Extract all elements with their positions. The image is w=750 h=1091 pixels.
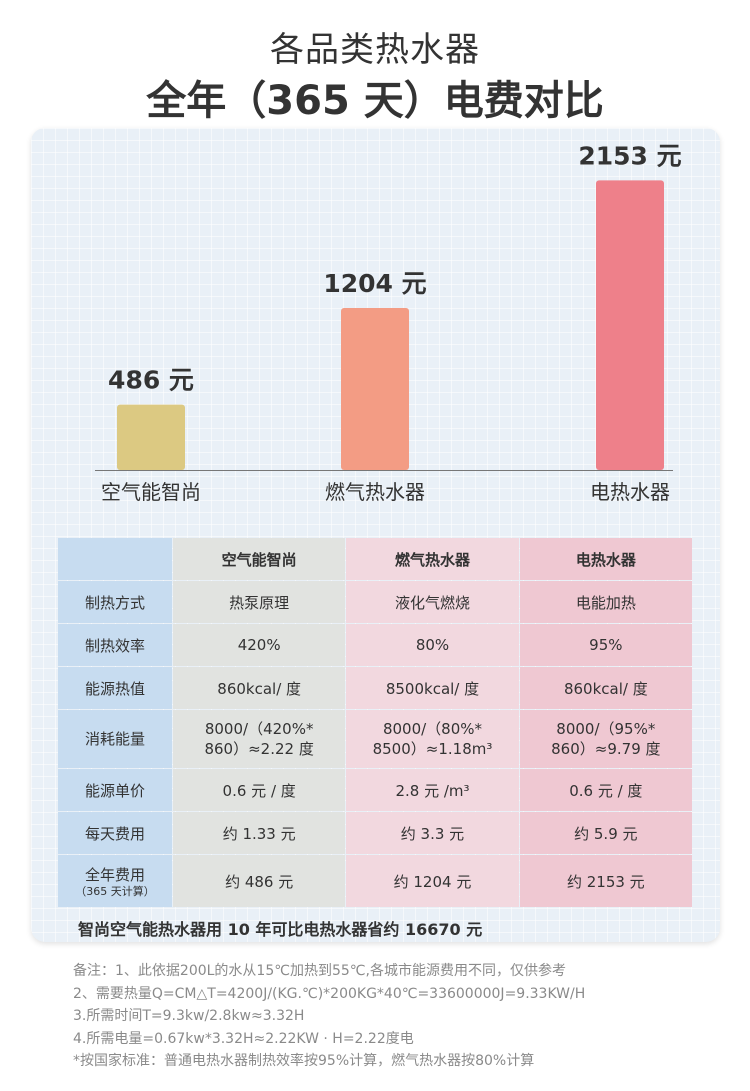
- cell-line: 8500）≈1.18m³: [372, 740, 493, 758]
- table-cell: 95%: [519, 624, 692, 666]
- cell-line: 8000/（80%*: [382, 720, 483, 738]
- cell-line: 8000/（420%*: [204, 720, 314, 738]
- page-title: 各品类热水器: [270, 30, 480, 70]
- footnotes: 备注：1、此依据200L的水从15℃加热到55℃,各城市能源费用不同，仅供参考 …: [73, 960, 585, 1073]
- bar-value-label: 2153 元: [578, 141, 681, 170]
- savings-summary: 智尚空气能热水器用 10 年可比电热水器省约 16670 元: [78, 920, 483, 939]
- header-gas-heater: 燃气热水器: [346, 538, 519, 580]
- table-row: 全年费用 （365 天计算） 约 486 元 约 1204 元 约 2153 元: [58, 855, 692, 907]
- cell-line: 8000/（95%*: [556, 720, 656, 738]
- bar-2: [341, 308, 409, 470]
- table-cell: 热泵原理: [173, 581, 346, 623]
- page-subtitle: 全年（365 天）电费对比: [146, 78, 604, 124]
- header-air-energy: 空气能智尚: [173, 538, 346, 580]
- table-corner-cell: [58, 538, 172, 580]
- category-label: 燃气热水器: [325, 480, 425, 504]
- note-line: 备注：1、此依据200L的水从15℃加热到55℃,各城市能源费用不同，仅供参考: [73, 963, 566, 979]
- table-cell: 420%: [173, 624, 346, 666]
- bar-1: [117, 404, 185, 470]
- row-label: 全年费用 （365 天计算）: [58, 855, 172, 907]
- table-cell: 860kcal/ 度: [173, 667, 346, 709]
- table-row: 每天费用 约 1.33 元 约 3.3 元 约 5.9 元: [58, 812, 692, 854]
- table-cell: 液化气燃烧: [346, 581, 519, 623]
- table-cell: 0.6 元 / 度: [519, 769, 692, 811]
- header-electric-heater: 电热水器: [519, 538, 692, 580]
- note-line: *按国家标准：普通电热水器制热效率按95%计算，燃气热水器按80%计算: [73, 1053, 535, 1069]
- row-label: 能源单价: [58, 769, 172, 811]
- table-cell: 约 486 元: [173, 855, 346, 907]
- cell-line: 860）≈9.79 度: [551, 740, 661, 758]
- row-label: 制热效率: [58, 624, 172, 666]
- table-cell: 8000/（80%* 8500）≈1.18m³: [346, 710, 519, 768]
- bar-value-label: 486 元: [108, 366, 194, 395]
- row-label: 每天费用: [58, 812, 172, 854]
- table-cell: 约 3.3 元: [346, 812, 519, 854]
- row-label-main: 全年费用: [84, 865, 145, 884]
- table-cell: 860kcal/ 度: [519, 667, 692, 709]
- table-row: 消耗能量 8000/（420%* 860）≈2.22 度 8000/（80%* …: [58, 710, 692, 768]
- cell-line: 860）≈2.22 度: [204, 740, 314, 758]
- table-cell: 约 1.33 元: [173, 812, 346, 854]
- table-cell: 电能加热: [519, 581, 692, 623]
- table-row: 制热效率 420% 80% 95%: [58, 624, 692, 666]
- table-cell: 约 1204 元: [346, 855, 519, 907]
- table-cell: 0.6 元 / 度: [173, 769, 346, 811]
- table-cell: 约 2153 元: [519, 855, 692, 907]
- table-cell: 约 5.9 元: [519, 812, 692, 854]
- table-row: 制热方式 热泵原理 液化气燃烧 电能加热: [58, 581, 692, 623]
- comparison-table: 空气能智尚 燃气热水器 电热水器 制热方式 热泵原理 液化气燃烧 电能加热 制热…: [57, 537, 693, 908]
- table-cell: 2.8 元 /m³: [346, 769, 519, 811]
- table-cell: 8500kcal/ 度: [346, 667, 519, 709]
- note-line: 4.所需电量=0.67kw*3.32H≈2.22KW · H=2.22度电: [73, 1030, 414, 1047]
- table-cell: 80%: [346, 624, 519, 666]
- row-label: 能源热值: [58, 667, 172, 709]
- row-label: 消耗能量: [58, 710, 172, 768]
- category-label: 电热水器: [590, 480, 670, 504]
- bar-3: [596, 180, 664, 470]
- note-line: 3.所需时间T=9.3kw/2.8kw≈3.32H: [73, 1008, 305, 1024]
- table-header-row: 空气能智尚 燃气热水器 电热水器: [58, 538, 692, 580]
- table-cell: 8000/（95%* 860）≈9.79 度: [519, 710, 692, 768]
- table-row: 能源单价 0.6 元 / 度 2.8 元 /m³ 0.6 元 / 度: [58, 769, 692, 811]
- note-line: 2、需要热量Q=CM△T=4200J/(KG.℃)*200KG*40℃=3360…: [73, 985, 586, 1002]
- category-label: 空气能智尚: [101, 480, 201, 504]
- row-label: 制热方式: [58, 581, 172, 623]
- row-label-sub: （365 天计算）: [75, 884, 155, 898]
- table-row: 能源热值 860kcal/ 度 8500kcal/ 度 860kcal/ 度: [58, 667, 692, 709]
- table-cell: 8000/（420%* 860）≈2.22 度: [173, 710, 346, 768]
- bar-value-label: 1204 元: [323, 269, 426, 298]
